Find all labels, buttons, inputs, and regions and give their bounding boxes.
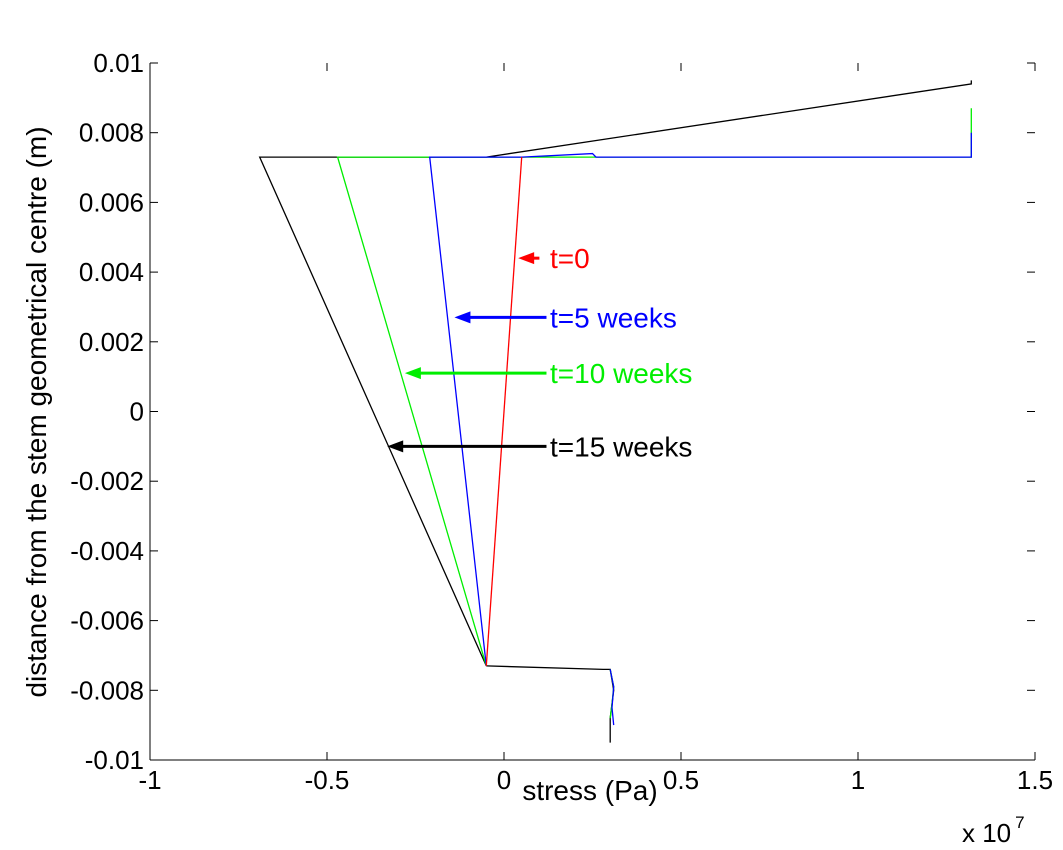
x-tick-label: 0 — [497, 765, 511, 795]
annotation-arrow-head — [387, 440, 404, 453]
x-multiplier-text: x 10 — [962, 818, 1011, 848]
annotation-label: t=0 — [550, 243, 590, 274]
y-tick-label: -0.004 — [70, 536, 144, 566]
x-multiplier: x 10 7 — [962, 813, 1025, 848]
annotation-label: t=15 weeks — [550, 431, 692, 462]
y-tick-label: 0.01 — [93, 48, 144, 78]
x-tick-label: 1 — [851, 765, 865, 795]
x-tick-label: -0.5 — [305, 765, 350, 795]
annotation-arrow-head — [404, 367, 421, 380]
x-tick-label: 1.5 — [1017, 765, 1053, 795]
ticks-layer: -1 -0.5 0 0.5 1 1.5 -0.01 -0.008 -0.006 -0.004 -0.… — [70, 48, 1053, 795]
x-axis-title: stress (Pa) — [522, 775, 657, 806]
y-tick-label: 0.004 — [79, 257, 144, 287]
annotation-arrow-head — [454, 311, 471, 324]
series-line-t-5-weeks-segment — [609, 669, 615, 726]
plot-area — [150, 63, 1035, 760]
annotation-label: t=10 weeks — [550, 358, 692, 389]
x-tick-label: -1 — [138, 765, 161, 795]
x-tick-label: 0.5 — [663, 765, 699, 795]
y-tick-label: -0.006 — [70, 606, 144, 636]
y-tick-label: 0.008 — [79, 118, 144, 148]
annotation-arrow-head — [518, 252, 535, 265]
annotations-layer: t=0 t=5 weeks t=10 weeks t=15 weeks — [387, 243, 692, 462]
y-tick-label: -0.008 — [70, 675, 144, 705]
x-multiplier-exponent: 7 — [1015, 813, 1024, 832]
y-tick-label: 0 — [130, 397, 144, 427]
y-tick-label: -0.002 — [70, 466, 144, 496]
y-tick-label: 0.006 — [79, 187, 144, 217]
series-layer — [258, 80, 972, 743]
y-axis-title: distance from the stem geometrical centr… — [21, 126, 52, 697]
annotation-label: t=5 weeks — [550, 302, 677, 333]
series-line-t-5-weeks — [428, 132, 972, 666]
y-tick-label: 0.002 — [79, 327, 144, 357]
y-tick-label: -0.01 — [85, 745, 144, 775]
series-line-t-0 — [485, 157, 523, 666]
